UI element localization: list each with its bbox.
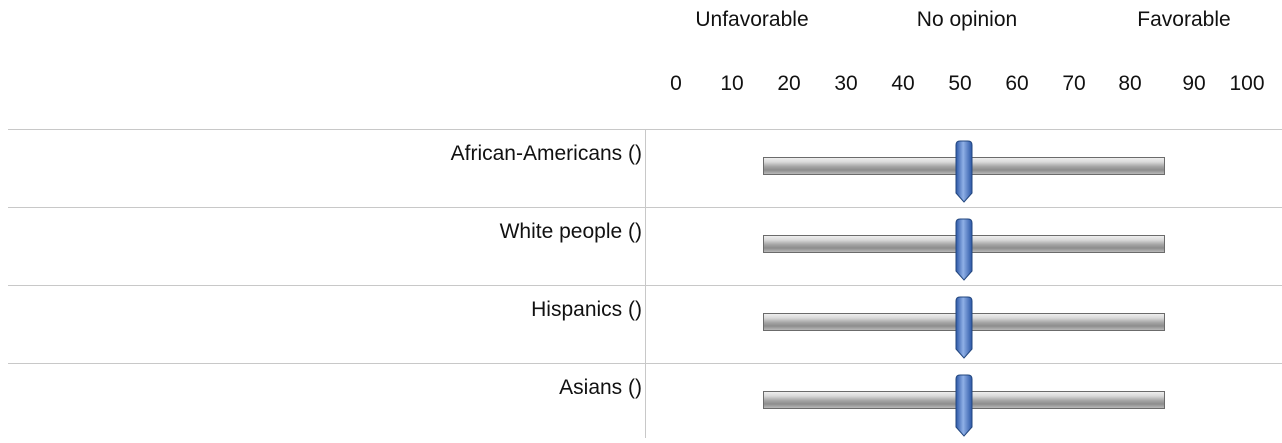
anchor-no-opinion: No opinion [916, 8, 1018, 31]
scale-tick: 10 [720, 72, 744, 95]
anchor-favorable: Favorable [1137, 8, 1231, 31]
row-label: Asians () [559, 376, 642, 399]
slider-row-hispanics: Hispanics () [8, 285, 1282, 363]
scale-tick: 40 [891, 72, 915, 95]
slider-handle-icon [955, 140, 973, 203]
scale-tick: 60 [1005, 72, 1029, 95]
column-divider [645, 130, 646, 207]
scale-tick: 100 [1229, 72, 1265, 95]
slider-handle[interactable] [953, 374, 975, 438]
scale-tick: 20 [777, 72, 801, 95]
slider-rows: African-Americans () White people () His… [8, 129, 1282, 438]
slider-row-african-americans: African-Americans () [8, 129, 1282, 207]
scale-tick: 30 [834, 72, 858, 95]
row-label: White people () [499, 220, 642, 243]
slider-row-asians: Asians () [8, 363, 1282, 438]
slider-handle[interactable] [953, 140, 975, 204]
anchor-unfavorable: Unfavorable [695, 8, 809, 31]
slider-handle-icon [955, 218, 973, 281]
scale-tick: 90 [1182, 72, 1206, 95]
slider-handle[interactable] [953, 218, 975, 282]
slider-handle-icon [955, 374, 973, 437]
column-divider [645, 286, 646, 363]
slider-row-white-people: White people () [8, 207, 1282, 285]
column-divider [645, 208, 646, 285]
scale-tick: 80 [1118, 72, 1142, 95]
column-divider [645, 364, 646, 438]
row-label: Hispanics () [531, 298, 642, 321]
slider-handle-icon [955, 296, 973, 359]
row-label: African-Americans () [450, 142, 642, 165]
scale-tick: 50 [948, 72, 972, 95]
scale-tick: 70 [1062, 72, 1086, 95]
scale-tick: 0 [670, 72, 682, 95]
slider-handle[interactable] [953, 296, 975, 360]
